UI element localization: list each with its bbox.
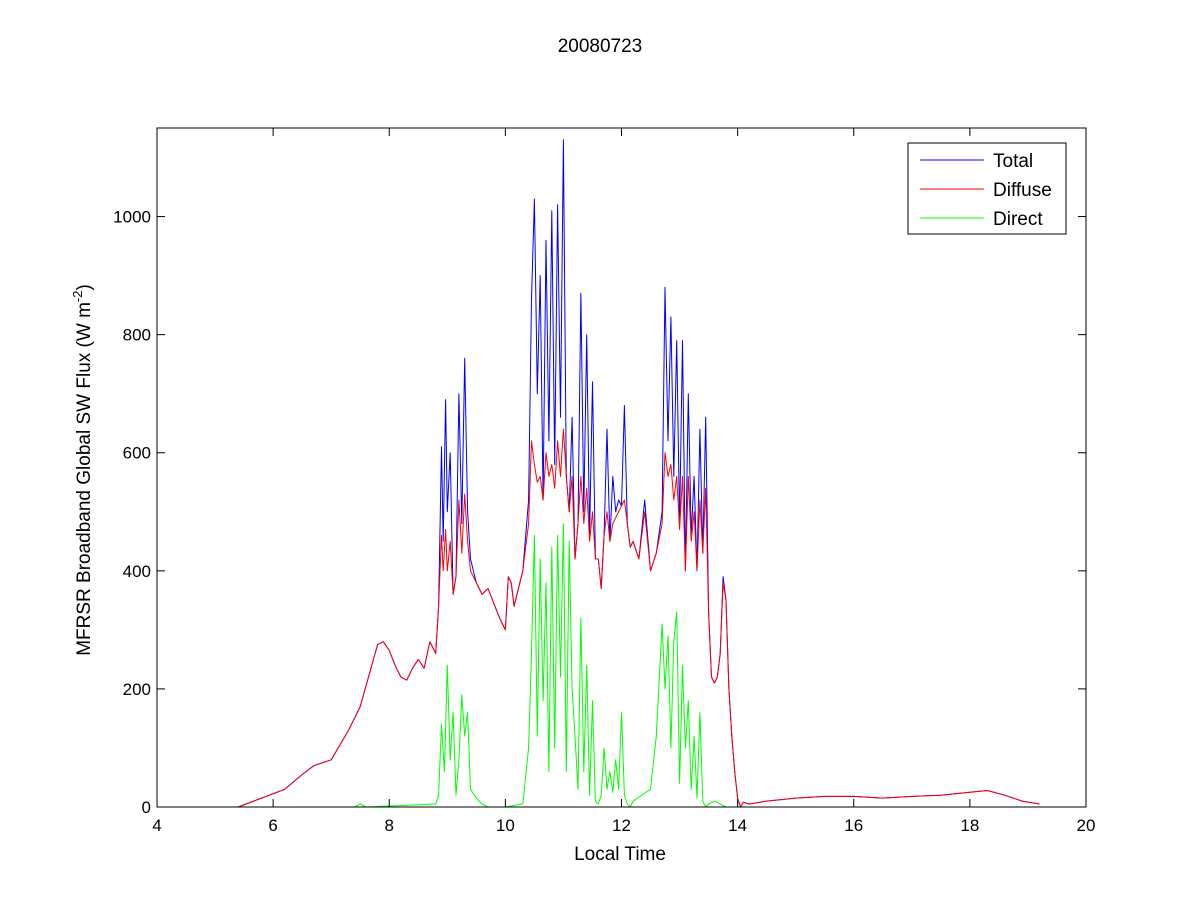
x-tick-label: 18 bbox=[960, 816, 979, 835]
y-tick-label: 800 bbox=[123, 326, 151, 345]
chart-title: 20080723 bbox=[558, 36, 643, 57]
x-tick-label: 10 bbox=[496, 816, 515, 835]
x-axis-title: Local Time bbox=[574, 844, 666, 865]
y-tick-label: 400 bbox=[123, 562, 151, 581]
legend-label-total: Total bbox=[993, 151, 1033, 172]
x-tick-label: 14 bbox=[728, 816, 747, 835]
y-tick-label: 0 bbox=[142, 798, 151, 817]
series-line-direct bbox=[238, 523, 1040, 808]
x-tick-label: 12 bbox=[612, 816, 631, 835]
x-tick-label: 20 bbox=[1077, 816, 1096, 835]
legend-label-diffuse: Diffuse bbox=[993, 180, 1052, 201]
x-tick-label: 4 bbox=[152, 816, 161, 835]
x-tick-label: 8 bbox=[385, 816, 394, 835]
y-axis-title-exponent: -2 bbox=[70, 291, 85, 303]
x-tick-label: 6 bbox=[268, 816, 277, 835]
x-tick-label: 16 bbox=[844, 816, 863, 835]
y-axis-title-tail: ) bbox=[74, 284, 95, 290]
series-line-diffuse bbox=[238, 428, 1040, 808]
y-axis-title: MFRSR Broadband Global SW Flux (W m-2) bbox=[70, 284, 95, 656]
legend-label-direct: Direct bbox=[993, 209, 1043, 230]
y-tick-label: 1000 bbox=[113, 208, 151, 227]
y-axis-title-main: MFRSR Broadband Global SW Flux (W m bbox=[74, 302, 95, 656]
y-tick-label: 200 bbox=[123, 680, 151, 699]
y-tick-label: 600 bbox=[123, 444, 151, 463]
legend: Total Diffuse Direct bbox=[907, 142, 1067, 235]
plot-area bbox=[238, 139, 1040, 808]
